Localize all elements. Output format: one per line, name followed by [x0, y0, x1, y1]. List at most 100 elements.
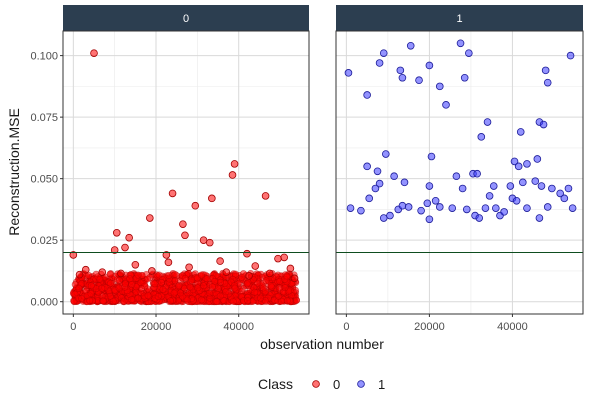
data-point-dense: [128, 296, 134, 302]
data-point: [416, 77, 423, 84]
data-point-dense: [260, 285, 266, 291]
data-point: [478, 133, 485, 140]
x-tick-label: 0: [343, 321, 349, 333]
data-point-dense: [194, 285, 200, 291]
data-point: [407, 42, 414, 49]
data-point: [436, 83, 443, 90]
data-point-dense: [244, 281, 250, 287]
data-point: [399, 74, 406, 81]
data-point: [524, 205, 531, 212]
data-point: [376, 60, 383, 67]
data-point: [91, 50, 98, 57]
data-point-dense: [204, 276, 210, 282]
data-point: [200, 237, 207, 244]
data-point-dense: [284, 273, 290, 279]
data-point-dense: [107, 280, 113, 286]
data-point-dense: [135, 295, 141, 301]
data-point: [534, 156, 541, 163]
data-point: [76, 271, 83, 278]
data-point-dense: [167, 298, 173, 304]
data-point-dense: [156, 272, 162, 278]
data-point: [146, 215, 153, 222]
data-point-dense: [263, 278, 269, 284]
data-point: [206, 239, 213, 246]
data-point-dense: [87, 297, 93, 303]
data-point: [380, 50, 387, 57]
data-point: [540, 121, 547, 128]
data-point-dense: [166, 272, 172, 278]
data-point-dense: [176, 282, 182, 288]
data-point: [117, 270, 124, 277]
data-point: [148, 268, 155, 275]
data-point: [347, 205, 354, 212]
data-point: [345, 69, 352, 76]
data-point: [262, 192, 269, 199]
y-tick-label: 0.050: [30, 174, 58, 186]
data-point-dense: [230, 298, 236, 304]
data-point: [231, 160, 238, 167]
data-point: [182, 232, 189, 239]
data-point-dense: [171, 290, 177, 296]
legend-key: [358, 381, 365, 388]
data-point-dense: [97, 276, 103, 282]
data-point: [428, 153, 435, 160]
data-point: [532, 178, 539, 185]
data-point: [536, 215, 543, 222]
data-point: [358, 207, 365, 214]
data-point: [126, 234, 133, 241]
data-point: [252, 263, 259, 270]
data-point-dense: [275, 293, 281, 299]
data-point-dense: [116, 277, 122, 283]
data-point: [548, 185, 555, 192]
y-axis: 0.0000.0250.0500.0750.100: [30, 51, 63, 309]
facet-strip-label: 0: [183, 13, 189, 25]
data-point-dense: [207, 295, 213, 301]
data-point: [426, 62, 433, 69]
data-point: [82, 266, 89, 273]
data-point-dense: [144, 276, 150, 282]
data-point: [463, 206, 470, 213]
data-point: [544, 204, 551, 211]
data-point: [418, 207, 425, 214]
legend-title: Class: [258, 376, 293, 392]
data-point: [208, 195, 215, 202]
data-point: [372, 185, 379, 192]
data-point: [426, 183, 433, 190]
data-point: [457, 40, 464, 47]
legend-label: 0: [333, 377, 340, 392]
x-tick-label: 40000: [497, 321, 528, 333]
data-point: [122, 244, 129, 251]
data-point: [391, 173, 398, 180]
data-point: [561, 195, 568, 202]
data-point-dense: [100, 298, 106, 304]
data-point: [517, 128, 524, 135]
data-point: [542, 67, 549, 74]
data-point: [275, 255, 282, 262]
legend-label: 1: [378, 377, 385, 392]
data-point: [291, 275, 298, 282]
data-point: [223, 269, 230, 276]
data-point: [461, 74, 468, 81]
data-point: [405, 204, 412, 211]
data-point-dense: [209, 284, 215, 290]
data-point-dense: [198, 297, 204, 303]
data-point: [266, 270, 273, 277]
data-point-dense: [172, 271, 178, 277]
data-point-dense: [76, 285, 82, 291]
data-point: [459, 185, 466, 192]
data-point-dense: [116, 285, 122, 291]
data-point: [364, 92, 371, 99]
data-point: [515, 163, 522, 170]
panel-class-1: 1 0 20000 40000: [336, 5, 583, 333]
data-point: [397, 67, 404, 74]
x-tick-label: 0: [70, 321, 76, 333]
data-point-dense: [177, 290, 183, 296]
data-point: [538, 183, 545, 190]
data-point: [492, 205, 499, 212]
legend: Class 0 1: [258, 376, 385, 392]
y-axis-title: Reconstruction.MSE: [6, 108, 22, 236]
data-point: [436, 204, 443, 211]
data-point-dense: [223, 289, 229, 295]
data-point-dense: [88, 282, 94, 288]
